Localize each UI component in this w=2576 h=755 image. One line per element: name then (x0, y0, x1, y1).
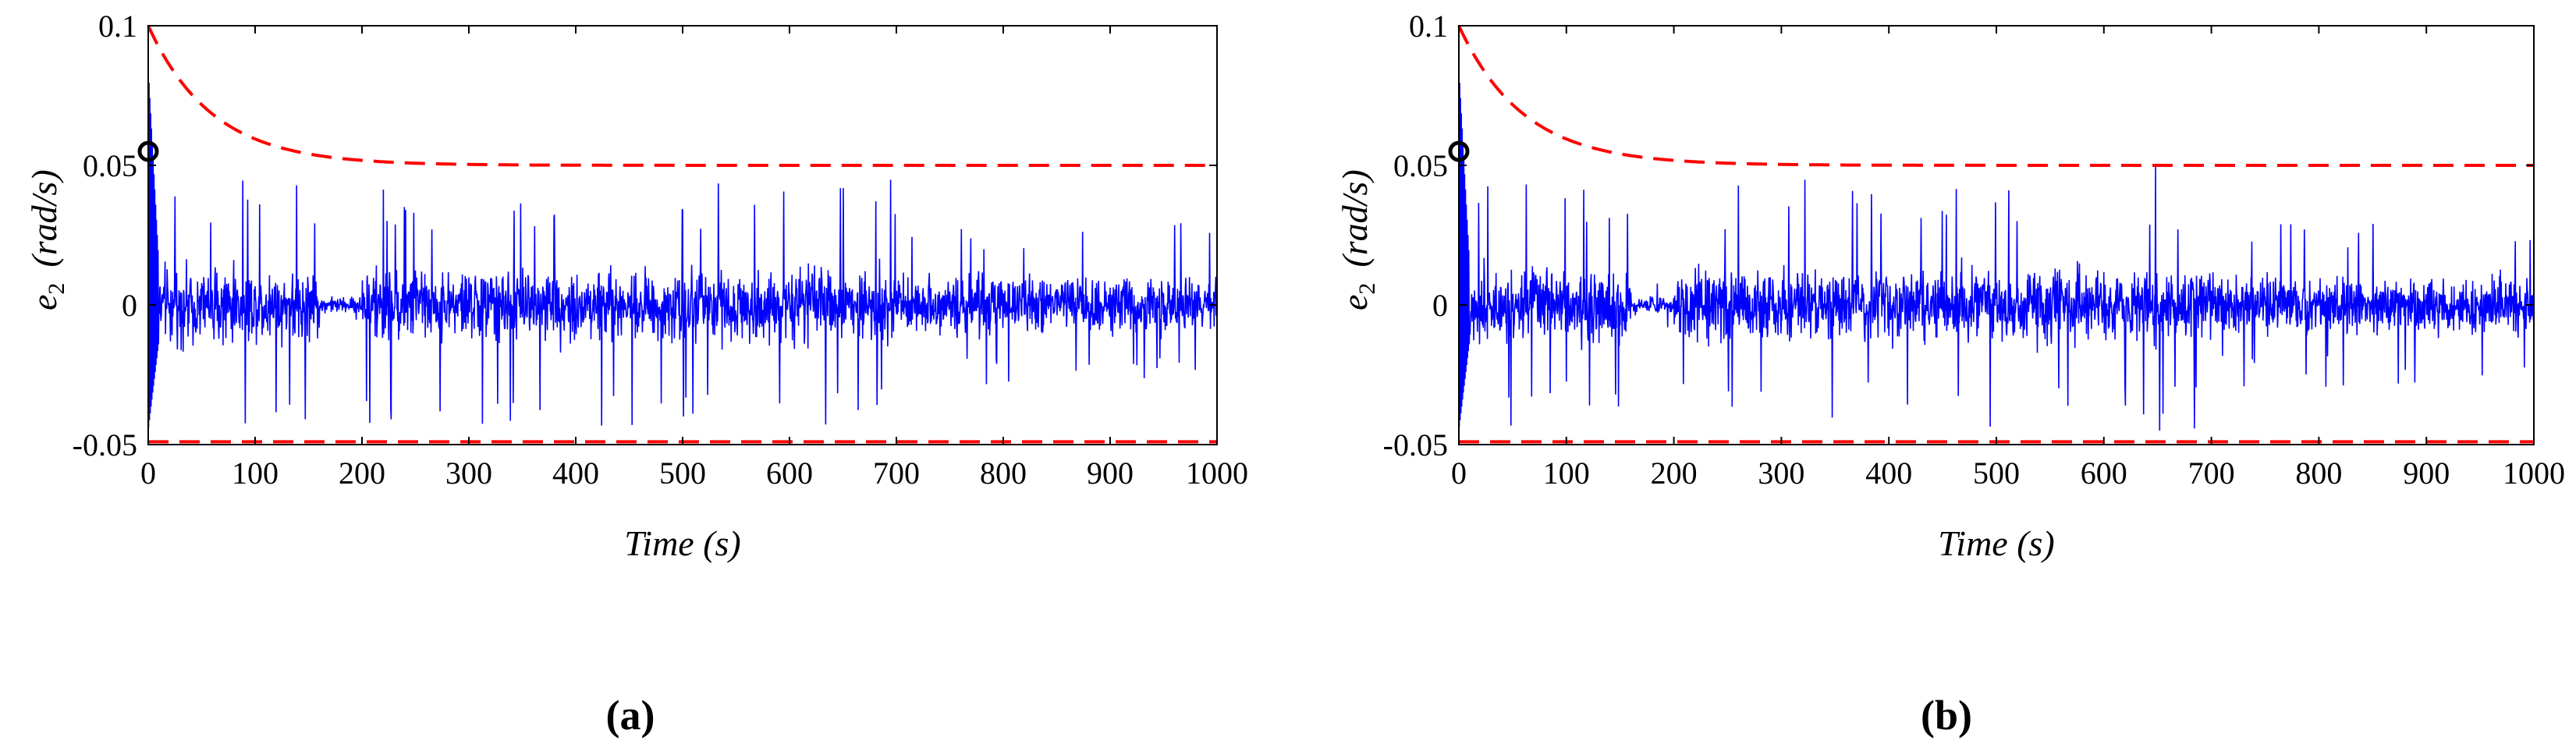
panel-b-xtick-label: 600 (2081, 455, 2127, 491)
panel-a-xtick-label: 300 (445, 455, 492, 491)
panel-a-signal-line (147, 67, 1218, 427)
panel-a: 0 100 200 300 400 500 600 700 800 900 1000-0.0500.… (24, 9, 1248, 739)
panel-b-ytick-label: 0.05 (1393, 148, 1448, 183)
panel-b-ylabel-var: e (1335, 295, 1375, 310)
panel-a-xtick-label: 0 (140, 455, 156, 491)
panel-b: 0 100 200 300 400 500 600 700 800 900 1000-0.0500.… (1335, 9, 2565, 739)
panel-b-signal-layer (1458, 67, 2535, 431)
panel-b-marker-layer (1448, 140, 1470, 162)
panel-a-ytick-label: 0 (122, 288, 137, 323)
panel-a-ytick-label: 0.1 (98, 9, 137, 44)
panel-b-upper-bound-line (1457, 25, 2534, 167)
panel-a-upper-bound-line (147, 25, 1217, 167)
panel-b-ytick-label: -0.05 (1383, 427, 1448, 463)
panel-b-label: (b) (1921, 692, 1972, 739)
panel-b-initial-marker (1448, 140, 1470, 162)
panel-a-marker-layer (137, 140, 159, 162)
panel-a-ylabel-sub: 2 (44, 283, 69, 295)
panel-b-xlabel: Time (s) (1938, 523, 2055, 563)
panel-a-ylabel-units: (rad/s) (24, 169, 64, 267)
panel-a-ylabel: e2 (rad/s) (24, 169, 69, 310)
panel-a-signal-layer (147, 67, 1218, 427)
panel-b-ytick-label: 0.1 (1409, 9, 1448, 44)
panel-b-xtick-label: 400 (1865, 455, 1912, 491)
panel-b-ylabel-sub: 2 (1354, 283, 1380, 295)
panel-a-xtick-label: 600 (766, 455, 813, 491)
panel-a-ytick-label: -0.05 (73, 427, 137, 463)
panel-a-initial-marker (137, 140, 159, 162)
panel-a-ticks: 0 100 200 300 400 500 600 700 800 900 1000-0.0500.… (73, 9, 1248, 491)
panel-b-xtick-label: 0 (1451, 455, 1467, 491)
panel-b-signal-line (1458, 67, 2535, 431)
panel-a-xtick-label: 500 (659, 455, 706, 491)
panel-a-xtick-label: 900 (1087, 455, 1134, 491)
panel-a-xlabel: Time (s) (624, 523, 741, 563)
panel-a-xtick-label: 100 (232, 455, 279, 491)
panel-b-ticks: 0 100 200 300 400 500 600 700 800 900 1000-0.0500.… (1383, 9, 2565, 491)
panel-b-xtick-label: 1000 (2503, 455, 2565, 491)
panel-a-xtick-label: 1000 (1186, 455, 1248, 491)
panel-b-ytick-label: 0 (1432, 288, 1448, 323)
panel-a-xtick-label: 800 (980, 455, 1027, 491)
panel-a-xtick-label: 200 (339, 455, 385, 491)
panel-a-ylabel-var: e (24, 295, 64, 310)
panel-a-ytick-label: 0.05 (83, 148, 137, 183)
panel-b-ylabel: e2 (rad/s) (1335, 169, 1380, 310)
panel-b-xtick-label: 700 (2188, 455, 2235, 491)
panel-b-xtick-label: 200 (1651, 455, 1698, 491)
panel-a-label: (a) (606, 692, 655, 739)
panel-a-xtick-label: 700 (873, 455, 920, 491)
panel-b-xtick-label: 300 (1758, 455, 1804, 491)
panel-b-xtick-label: 100 (1543, 455, 1590, 491)
panel-a-xtick-label: 400 (552, 455, 599, 491)
panel-b-xtick-label: 900 (2403, 455, 2450, 491)
panel-b-xtick-label: 500 (1973, 455, 2020, 491)
panel-b-ylabel-units: (rad/s) (1335, 169, 1375, 267)
panel-b-xtick-label: 800 (2295, 455, 2342, 491)
